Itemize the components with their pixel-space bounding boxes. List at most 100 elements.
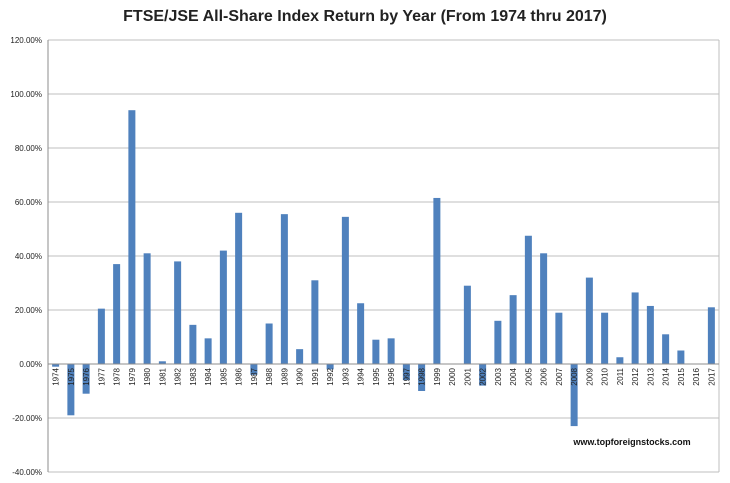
- x-tick-label: 1986: [235, 367, 244, 385]
- x-tick-label: 2011: [616, 367, 625, 385]
- x-tick-label: 2002: [479, 367, 488, 385]
- bar: [601, 312, 609, 364]
- x-tick-label: 2010: [601, 367, 610, 385]
- bar: [494, 320, 502, 364]
- x-tick-label: 1981: [158, 367, 167, 385]
- bar: [616, 357, 624, 364]
- x-tick-label: 1989: [280, 367, 289, 385]
- watermark-text: www.topforeignstocks.com: [572, 437, 690, 447]
- x-tick-label: 2015: [677, 367, 686, 385]
- bar: [280, 214, 288, 364]
- x-tick-label: 2003: [494, 367, 503, 385]
- bar: [387, 338, 395, 364]
- bar: [555, 312, 563, 364]
- x-tick-label: 2006: [540, 367, 549, 385]
- x-tick-label: 2005: [524, 367, 533, 385]
- x-tick-label: 2007: [555, 367, 564, 385]
- y-tick-label: -40.00%: [12, 468, 42, 477]
- x-tick-label: 1977: [97, 367, 106, 385]
- x-tick-label: 1988: [265, 367, 274, 385]
- x-tick-label: 1998: [418, 367, 427, 385]
- bar: [143, 253, 151, 364]
- x-tick-label: 2004: [509, 367, 518, 385]
- bar: [585, 277, 593, 364]
- bar: [128, 110, 136, 364]
- y-tick-label: 120.00%: [10, 36, 42, 45]
- y-tick-label: 20.00%: [15, 306, 42, 315]
- y-tick-label: 100.00%: [10, 90, 42, 99]
- x-tick-label: 2012: [631, 367, 640, 385]
- bar: [250, 364, 258, 375]
- x-tick-label: 1997: [402, 367, 411, 385]
- bar: [662, 334, 670, 364]
- x-tick-label: 2014: [662, 367, 671, 385]
- bar: [296, 349, 304, 364]
- y-tick-label: -20.00%: [12, 414, 42, 423]
- bar: [631, 292, 639, 364]
- x-tick-label: 1978: [113, 367, 122, 385]
- bar: [52, 364, 60, 367]
- bar: [540, 253, 548, 364]
- bars: [52, 110, 715, 427]
- y-tick-label: 80.00%: [15, 144, 42, 153]
- bar: [402, 364, 410, 381]
- x-tick-label: 2016: [692, 367, 701, 385]
- x-tick-label: 1993: [341, 367, 350, 385]
- bar: [509, 295, 517, 364]
- bar: [82, 364, 90, 394]
- x-tick-label: 1994: [357, 367, 366, 385]
- x-tick-label: 1980: [143, 367, 152, 385]
- bar: [174, 261, 182, 364]
- y-tick-label: 40.00%: [15, 252, 42, 261]
- bar: [97, 308, 105, 364]
- tick-labels: -40.00% -20.00% 0.00% 20.00% 40.00% 60.00% 80.…: [10, 36, 716, 477]
- x-tick-label: 1976: [82, 367, 91, 385]
- y-tick-label: 0.00%: [19, 360, 42, 369]
- x-tick-label: 1975: [67, 367, 76, 385]
- bar: [67, 364, 75, 416]
- bar: [570, 364, 578, 427]
- bar: [158, 361, 166, 364]
- x-tick-label: 1985: [219, 367, 228, 385]
- bar: [372, 339, 380, 364]
- x-tick-label: 1992: [326, 367, 335, 385]
- bar: [219, 250, 227, 364]
- bar: [646, 305, 654, 364]
- bar: [357, 303, 365, 364]
- x-tick-label: 1991: [311, 367, 320, 385]
- bar: [418, 364, 426, 391]
- x-tick-label: 1996: [387, 367, 396, 385]
- x-tick-label: 1974: [52, 367, 61, 385]
- y-tick-label: 60.00%: [15, 198, 42, 207]
- x-tick-label: 1979: [128, 367, 137, 385]
- x-tick-label: 1983: [189, 367, 198, 385]
- x-tick-label: 1984: [204, 367, 213, 385]
- x-tick-label: 2001: [463, 367, 472, 385]
- bar: [524, 235, 532, 364]
- x-tick-label: 1990: [296, 367, 305, 385]
- x-tick-label: 2009: [585, 367, 594, 385]
- x-tick-label: 2017: [707, 367, 716, 385]
- chart-title: FTSE/JSE All-Share Index Return by Year …: [123, 8, 607, 25]
- bar: [479, 364, 487, 386]
- x-tick-label: 1999: [433, 367, 442, 385]
- bar: [311, 280, 319, 364]
- bar: [707, 307, 715, 364]
- x-tick-label: 2000: [448, 367, 457, 385]
- bar: [341, 216, 349, 364]
- bar: [189, 324, 197, 364]
- x-tick-label: 1987: [250, 367, 259, 385]
- x-tick-label: 2008: [570, 367, 579, 385]
- bar: [204, 338, 212, 364]
- bar: [326, 364, 334, 370]
- bar: [265, 323, 273, 364]
- bar: [677, 350, 685, 364]
- bar: [113, 264, 121, 364]
- x-tick-label: 1982: [174, 367, 183, 385]
- x-tick-label: 1995: [372, 367, 381, 385]
- bar: [463, 285, 471, 364]
- x-tick-label: 2013: [646, 367, 655, 385]
- bar: [433, 197, 441, 364]
- axes: [47, 40, 720, 472]
